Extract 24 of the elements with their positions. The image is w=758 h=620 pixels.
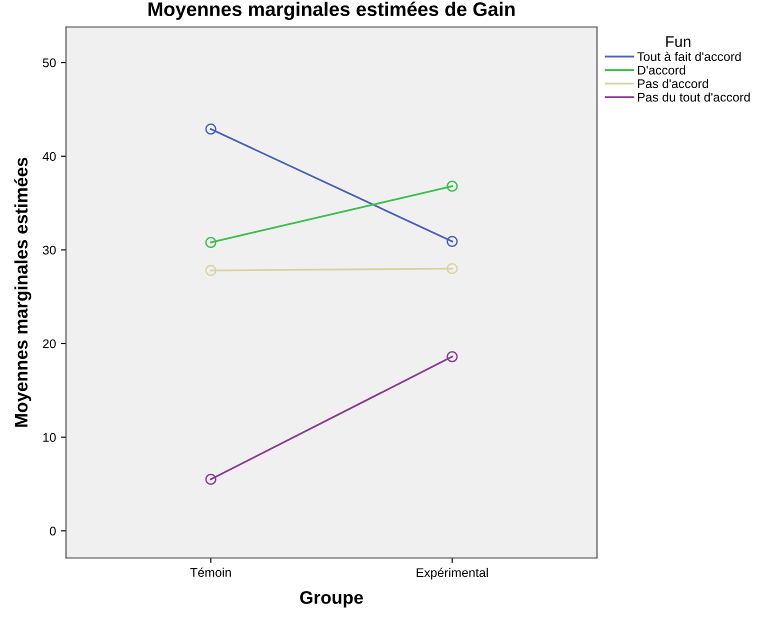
legend-label: Tout à fait d'accord bbox=[637, 52, 741, 62]
y-axis-title: Moyennes marginales estimées bbox=[14, 158, 32, 427]
point bbox=[205, 124, 216, 135]
point bbox=[446, 351, 458, 362]
point bbox=[446, 263, 458, 274]
legend-title: Fun bbox=[666, 36, 690, 47]
y-tick-label: 0 bbox=[50, 526, 56, 536]
point bbox=[446, 180, 458, 192]
y-tick-label: 10 bbox=[43, 432, 56, 442]
y-tick-label: 50 bbox=[42, 58, 56, 68]
point bbox=[205, 474, 216, 485]
legend-label: Pas d'accord bbox=[638, 78, 708, 88]
y-tick-label: 40 bbox=[42, 152, 56, 161]
x-tick-label: Témoin bbox=[190, 568, 231, 577]
legend-label: D'accord bbox=[638, 65, 686, 75]
point bbox=[446, 236, 458, 248]
point bbox=[205, 264, 216, 276]
point bbox=[205, 236, 216, 248]
x-tick-label: Expérimental bbox=[416, 568, 488, 580]
y-tick-label: 30 bbox=[42, 246, 56, 255]
chart-title: Moyennes marginales estimées de Gain bbox=[148, 2, 515, 20]
x-axis-title: Groupe bbox=[300, 591, 363, 608]
legend-label: Pas du tout d'accord bbox=[638, 92, 750, 102]
y-tick-label: 20 bbox=[43, 339, 56, 348]
